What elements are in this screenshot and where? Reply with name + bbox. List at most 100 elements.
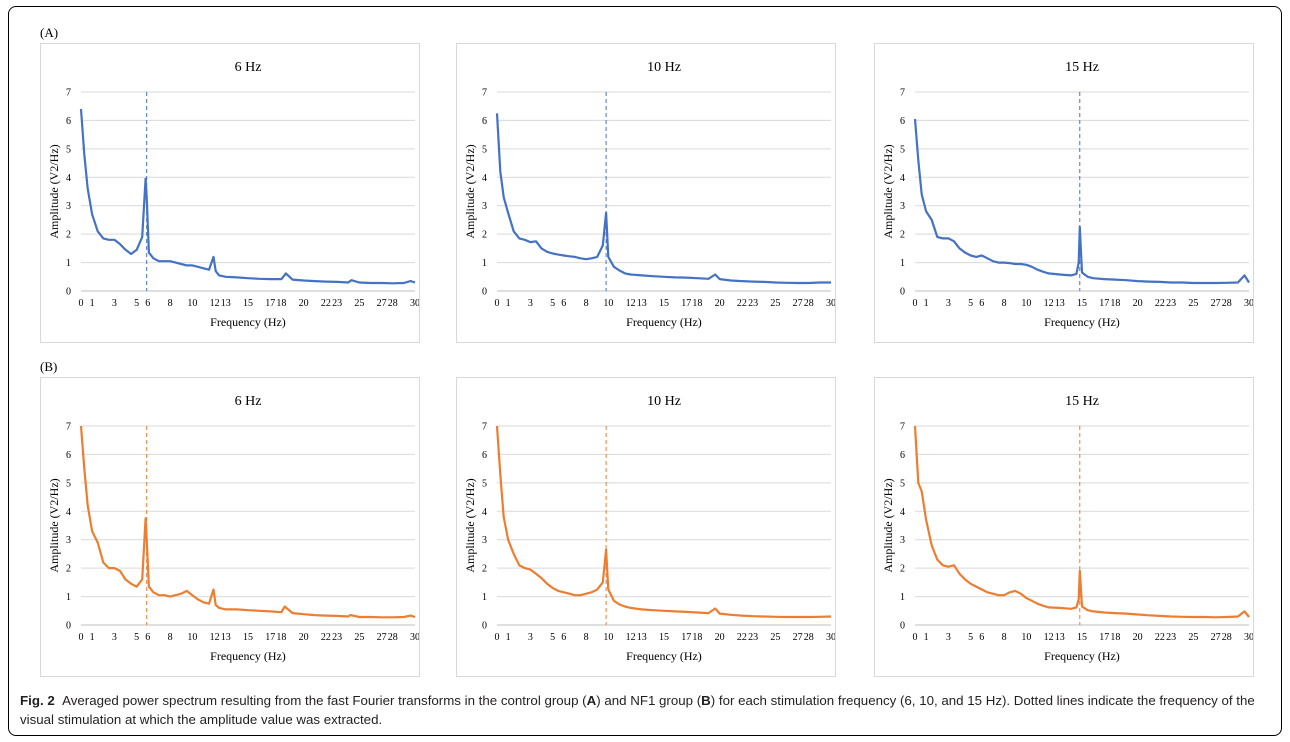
y-tick-label: 1 (66, 258, 71, 269)
spectrum-line (495, 113, 831, 285)
x-tick-label: 23 (332, 298, 342, 309)
x-tick-label: 12 (1044, 298, 1054, 309)
x-tick-label: 12 (626, 298, 636, 309)
x-tick-label: 18 (692, 632, 702, 643)
y-axis-label: Amplitude (V2/Hz) (463, 144, 477, 238)
y-tick-label: 5 (482, 478, 487, 489)
x-tick-label: 27 (1211, 298, 1221, 309)
y-tick-label: 0 (482, 621, 487, 632)
x-tick-label: 22 (737, 298, 747, 309)
x-tick-label: 10 (187, 298, 197, 309)
y-axis-label: Amplitude (V2/Hz) (47, 144, 61, 238)
x-tick-label: 0 (495, 298, 500, 309)
x-axis-label: Frequency (Hz) (1044, 649, 1120, 663)
x-tick-label: 10 (187, 632, 197, 643)
y-tick-label: 1 (900, 258, 905, 269)
y-tick-label: 6 (66, 450, 71, 461)
y-tick-label: 4 (66, 173, 71, 184)
x-tick-label: 12 (210, 632, 220, 643)
x-tick-label: 22 (321, 298, 331, 309)
figure-frame (8, 6, 1282, 736)
x-tick-label: 30 (826, 298, 835, 309)
x-tick-label: 25 (770, 298, 780, 309)
x-tick-label: 3 (528, 298, 533, 309)
y-tick-label: 1 (482, 258, 487, 269)
x-tick-label: 17 (1099, 632, 1109, 643)
y-tick-label: 0 (482, 287, 487, 298)
y-tick-label: 2 (900, 230, 905, 241)
y-tick-label: 7 (900, 422, 905, 433)
x-tick-label: 28 (804, 298, 814, 309)
y-tick-label: 3 (482, 201, 487, 212)
x-tick-label: 6 (561, 298, 566, 309)
x-tick-label: 13 (1055, 632, 1065, 643)
x-tick-label: 0 (79, 298, 84, 309)
x-tick-label: 10 (1021, 298, 1031, 309)
x-tick-label: 1 (924, 632, 929, 643)
x-axis-label: Frequency (Hz) (626, 315, 702, 329)
x-tick-label: 15 (243, 298, 253, 309)
x-tick-label: 5 (134, 632, 139, 643)
x-tick-label: 17 (265, 298, 275, 309)
x-tick-label: 0 (913, 298, 918, 309)
chart-title: 6 Hz (235, 60, 262, 75)
y-tick-label: 4 (66, 507, 71, 518)
x-tick-label: 22 (737, 632, 747, 643)
x-tick-label: 1 (90, 298, 95, 309)
x-tick-label: 20 (1133, 632, 1143, 643)
x-tick-label: 10 (603, 632, 613, 643)
x-tick-label: 23 (1166, 298, 1176, 309)
chart-a-10hz: 10 Hz 0 1 2 3 4 5 6 7 0 1 3 5 6 8 10 12 13 15 17 18 20 22 23 25 2… (456, 43, 836, 343)
x-tick-label: 8 (1002, 298, 1007, 309)
caption-bold-a: A (586, 693, 597, 708)
x-tick-label: 3 (528, 632, 533, 643)
figure-caption: Fig. 2 Averaged power spectrum resulting… (20, 691, 1270, 729)
y-tick-label: 7 (66, 422, 71, 433)
y-tick-label: 7 (482, 88, 487, 99)
x-tick-label: 12 (626, 632, 636, 643)
x-tick-label: 0 (913, 632, 918, 643)
x-tick-label: 18 (692, 298, 702, 309)
x-axis-label: Frequency (Hz) (1044, 315, 1120, 329)
x-tick-label: 6 (979, 632, 984, 643)
x-tick-label: 3 (112, 298, 117, 309)
y-tick-label: 3 (900, 201, 905, 212)
x-tick-label: 3 (946, 298, 951, 309)
x-tick-label: 27 (377, 632, 387, 643)
caption-text-1: Averaged power spectrum resulting from t… (62, 693, 587, 708)
x-tick-label: 5 (968, 632, 973, 643)
x-tick-label: 23 (1166, 632, 1176, 643)
x-tick-label: 6 (561, 632, 566, 643)
x-tick-label: 10 (603, 298, 613, 309)
x-axis-label: Frequency (Hz) (626, 649, 702, 663)
x-tick-label: 1 (506, 298, 511, 309)
x-tick-label: 1 (924, 298, 929, 309)
x-tick-label: 18 (276, 298, 286, 309)
x-tick-label: 5 (968, 298, 973, 309)
y-tick-label: 4 (482, 173, 487, 184)
chart-a-15hz: 15 Hz 0 1 2 3 4 5 6 7 0 1 3 5 6 8 10 12 13 15 17 18 20 22 23 25 2… (874, 43, 1254, 343)
y-tick-label: 3 (900, 535, 905, 546)
x-tick-label: 28 (1222, 632, 1232, 643)
x-tick-label: 20 (299, 632, 309, 643)
y-tick-label: 6 (900, 450, 905, 461)
x-tick-label: 13 (221, 298, 231, 309)
chart-title: 6 Hz (235, 394, 262, 409)
chart-title: 10 Hz (647, 394, 681, 409)
y-axis-label: Amplitude (V2/Hz) (881, 478, 895, 572)
caption-bold-b: B (701, 693, 711, 708)
y-tick-label: 6 (900, 116, 905, 127)
x-tick-label: 17 (265, 632, 275, 643)
x-tick-label: 20 (715, 298, 725, 309)
x-tick-label: 3 (112, 632, 117, 643)
spectrum-line (79, 425, 416, 619)
x-tick-label: 17 (681, 632, 691, 643)
x-tick-label: 30 (410, 298, 419, 309)
y-tick-label: 6 (482, 450, 487, 461)
x-tick-label: 17 (681, 298, 691, 309)
y-tick-label: 2 (66, 564, 71, 575)
x-tick-label: 20 (715, 632, 725, 643)
x-tick-label: 27 (793, 298, 803, 309)
